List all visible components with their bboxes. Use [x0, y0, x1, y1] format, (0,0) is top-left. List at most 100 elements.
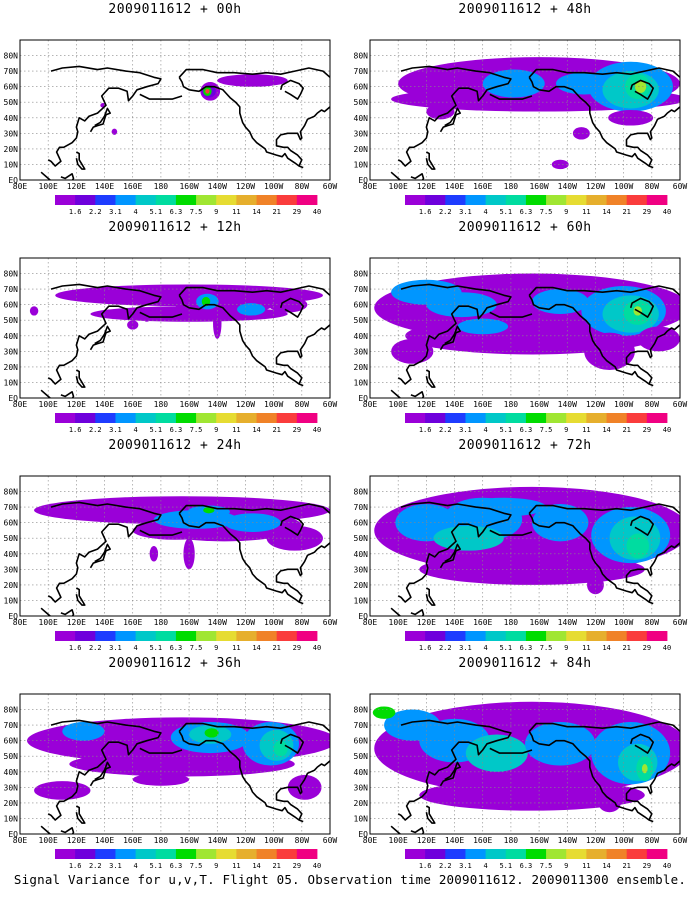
variance-region — [149, 546, 159, 562]
coastline — [528, 512, 654, 605]
colorbar-swatch — [405, 413, 426, 423]
lat-tick-label: 40N — [354, 550, 369, 559]
colorbar-swatch — [505, 413, 527, 423]
colorbar-swatch — [155, 631, 177, 641]
lat-tick-label: 40N — [4, 550, 19, 559]
variance-region — [132, 773, 190, 786]
colorbar-swatch — [405, 631, 426, 641]
colorbar-label: 1.6 — [69, 426, 82, 434]
colorbar-label: 29 — [293, 644, 301, 652]
coastline — [178, 294, 304, 387]
colorbar-swatch — [485, 849, 507, 859]
colorbar-label: 9 — [214, 862, 218, 870]
colorbar-swatch — [95, 413, 116, 423]
lat-tick-label: 60N — [4, 301, 19, 310]
colorbar-label: 14 — [602, 208, 610, 216]
coastline — [390, 607, 402, 616]
lat-tick-label: 70N — [4, 721, 19, 730]
coastline — [279, 79, 304, 100]
colorbar-label: 14 — [602, 426, 610, 434]
lat-tick-label: 80N — [4, 706, 19, 715]
colorbar-label: 3.1 — [109, 862, 122, 870]
colorbar-label: 14 — [252, 426, 260, 434]
lon-tick-label: 160W — [529, 182, 548, 191]
lat-tick-label: 20N — [354, 363, 369, 372]
lon-tick-label: 100W — [264, 182, 283, 191]
variance-region — [203, 507, 215, 514]
colorbar-label: 3.1 — [459, 644, 472, 652]
lat-tick-label: 60N — [354, 737, 369, 746]
lon-tick-label: 100W — [614, 400, 633, 409]
colorbar-swatch — [115, 195, 137, 205]
lat-tick-label: 70N — [4, 285, 19, 294]
colorbar-swatch — [505, 195, 527, 205]
lat-tick-label: 80N — [354, 706, 369, 715]
lat-tick-label: EQ — [8, 176, 18, 185]
lon-tick-label: 80W — [295, 400, 310, 409]
colorbar-swatch — [465, 849, 487, 859]
lon-tick-label: 80E — [13, 836, 28, 845]
lon-tick-label: 120W — [586, 836, 605, 845]
coastline — [397, 65, 512, 167]
colorbar-swatch — [626, 849, 648, 859]
colorbar-label: 29 — [643, 644, 651, 652]
lat-tick-label: 50N — [4, 98, 19, 107]
lon-tick-label: 140E — [445, 400, 464, 409]
colorbar-swatch — [465, 631, 487, 641]
coastline — [139, 529, 183, 536]
variance-region — [62, 722, 105, 741]
lon-tick-label: 60W — [323, 836, 338, 845]
lon-tick-label: 100W — [264, 836, 283, 845]
panel-title: 2009011612 + 84h — [458, 656, 592, 671]
colorbar-swatch — [525, 195, 547, 205]
lon-tick-label: 140E — [445, 836, 464, 845]
panel-title: 2009011612 + 60h — [458, 220, 592, 235]
lat-tick-label: EQ — [358, 830, 368, 839]
lat-tick-label: 10N — [4, 814, 19, 823]
lon-tick-label: 100W — [614, 618, 633, 627]
lat-tick-label: 80N — [354, 270, 369, 279]
lon-tick-label: 80W — [295, 836, 310, 845]
colorbar-swatch — [236, 849, 257, 859]
colorbar-label: 6.3 — [520, 426, 533, 434]
coastline — [528, 67, 680, 78]
colorbar-swatch — [256, 631, 278, 641]
colorbar-swatch — [425, 195, 446, 205]
map-frame — [369, 693, 681, 835]
colorbar-label: 2.2 — [439, 862, 452, 870]
variance-region — [69, 751, 295, 777]
colorbar-swatch — [256, 849, 278, 859]
lat-tick-label: 10N — [354, 378, 369, 387]
variance-region — [426, 292, 497, 318]
coastline — [528, 503, 680, 514]
lon-tick-label: 80W — [645, 836, 660, 845]
colorbar-swatch — [646, 849, 668, 859]
panel-title: 2009011612 + 72h — [458, 438, 592, 453]
lat-tick-label: 50N — [354, 316, 369, 325]
lon-tick-label: 80E — [363, 182, 378, 191]
lat-tick-label: 20N — [354, 145, 369, 154]
lon-tick-label: 120W — [236, 400, 255, 409]
lon-tick-label: 60W — [323, 182, 338, 191]
colorbar-label: 4 — [484, 862, 488, 870]
coastline — [40, 171, 52, 180]
lon-tick-label: 140W — [558, 182, 577, 191]
lat-tick-label: EQ — [8, 612, 18, 621]
colorbar-label: 5.1 — [499, 644, 512, 652]
colorbar-swatch — [445, 631, 466, 641]
colorbar-label: 29 — [293, 208, 301, 216]
lat-tick-label: 80N — [354, 488, 369, 497]
lon-tick-label: 60W — [323, 618, 338, 627]
coastline — [625, 760, 680, 821]
lat-tick-label: 30N — [4, 783, 19, 792]
lat-tick-label: 40N — [354, 768, 369, 777]
colorbar-label: 3.1 — [109, 644, 122, 652]
colorbar-label: 3.1 — [459, 426, 472, 434]
colorbar-label: 40 — [663, 426, 671, 434]
colorbar-swatch — [95, 849, 116, 859]
colorbar-label: 21 — [622, 208, 630, 216]
coastline — [279, 297, 304, 318]
lat-tick-label: EQ — [8, 394, 18, 403]
